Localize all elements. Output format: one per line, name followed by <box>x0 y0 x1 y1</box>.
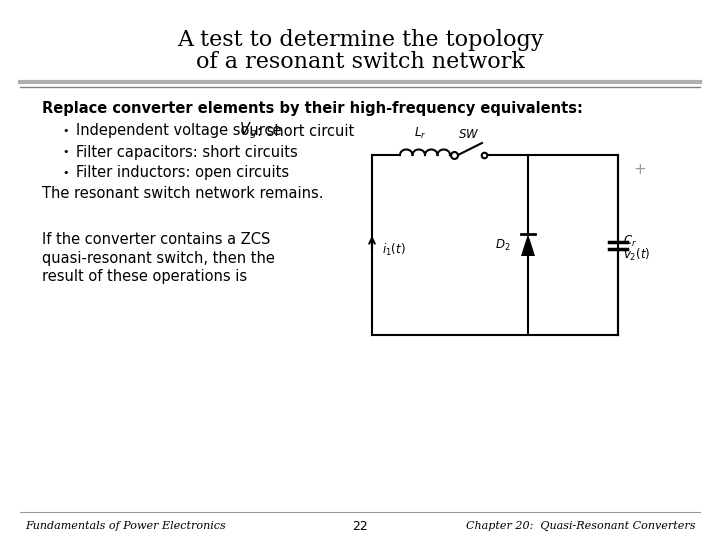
Text: •: • <box>62 168 68 178</box>
Text: Fundamentals of Power Electronics: Fundamentals of Power Electronics <box>25 521 226 531</box>
Polygon shape <box>521 234 535 256</box>
Text: •: • <box>62 147 68 157</box>
Text: of a resonant switch network: of a resonant switch network <box>196 51 524 73</box>
Text: $\mathit{V}_g$: $\mathit{V}_g$ <box>239 121 257 141</box>
Text: $L_r$: $L_r$ <box>414 126 426 141</box>
Text: $C_r$: $C_r$ <box>623 233 637 248</box>
Text: A test to determine the topology: A test to determine the topology <box>176 29 544 51</box>
Text: •: • <box>62 126 68 136</box>
Text: The resonant switch network remains.: The resonant switch network remains. <box>42 186 323 201</box>
Text: quasi-resonant switch, then the: quasi-resonant switch, then the <box>42 251 275 266</box>
Text: Chapter 20:  Quasi-Resonant Converters: Chapter 20: Quasi-Resonant Converters <box>466 521 695 531</box>
Text: 22: 22 <box>352 519 368 532</box>
Text: : short circuit: : short circuit <box>257 124 354 138</box>
Text: $v_2(t)$: $v_2(t)$ <box>623 247 650 263</box>
Text: Independent voltage source: Independent voltage source <box>76 124 286 138</box>
Text: result of these operations is: result of these operations is <box>42 268 247 284</box>
Text: +: + <box>634 163 647 178</box>
Text: $D_2$: $D_2$ <box>495 238 510 253</box>
Text: Filter inductors: open circuits: Filter inductors: open circuits <box>76 165 289 180</box>
Text: If the converter contains a ZCS: If the converter contains a ZCS <box>42 233 271 247</box>
Text: $SW$: $SW$ <box>458 128 480 141</box>
Text: Replace converter elements by their high-frequency equivalents:: Replace converter elements by their high… <box>42 100 583 116</box>
Text: Filter capacitors: short circuits: Filter capacitors: short circuits <box>76 145 298 159</box>
Text: $i_1(t)$: $i_1(t)$ <box>382 242 405 258</box>
